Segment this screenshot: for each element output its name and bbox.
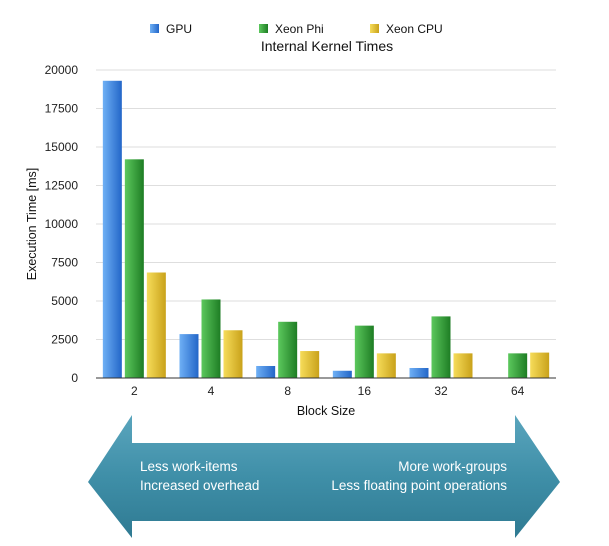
y-tick-label-15000: 15000 (45, 140, 79, 154)
legend-swatch-xeon-cpu (370, 24, 379, 33)
bar-gpu-16 (332, 370, 352, 378)
arrow-right-line-2: Less floating point operations (331, 478, 507, 493)
bars (102, 80, 550, 378)
bar-gpu-4 (179, 334, 199, 378)
legend-label-gpu: GPU (166, 22, 192, 36)
bar-xeon-phi-16 (354, 325, 374, 378)
chart-title: Internal Kernel Times (261, 38, 393, 54)
legend: GPU Xeon Phi Xeon CPU (150, 22, 443, 36)
bar-xeon-cpu-2 (146, 272, 166, 378)
bar-xeon-phi-32 (431, 316, 451, 378)
legend-swatch-xeon-phi (259, 24, 268, 33)
bar-xeon-cpu-8 (300, 351, 320, 378)
arrow-left-line-2: Increased overhead (140, 478, 259, 493)
x-tick-label-64: 64 (511, 384, 525, 398)
double-arrow: Less work-items Increased overhead More … (88, 415, 560, 538)
x-tick-label-16: 16 (358, 384, 372, 398)
bar-xeon-phi-2 (124, 159, 144, 378)
bar-xeon-phi-64 (508, 353, 528, 378)
bar-xeon-cpu-64 (530, 352, 550, 378)
legend-item-xeon-cpu: Xeon CPU (370, 22, 443, 36)
y-tick-label-12500: 12500 (45, 179, 79, 193)
arrow-left-line-1: Less work-items (140, 459, 238, 474)
bar-xeon-phi-8 (278, 321, 298, 378)
legend-swatch-gpu (150, 24, 159, 33)
bar-xeon-cpu-4 (223, 330, 243, 378)
legend-item-gpu: GPU (150, 22, 192, 36)
y-tick-label-17500: 17500 (45, 102, 79, 116)
bar-gpu-8 (256, 365, 276, 378)
y-tick-label-20000: 20000 (45, 63, 79, 77)
y-tick-label-5000: 5000 (51, 294, 78, 308)
bar-gpu-32 (409, 367, 429, 378)
double-arrow-shape (88, 415, 560, 538)
x-tick-label-8: 8 (284, 384, 291, 398)
legend-label-xeon-phi: Xeon Phi (275, 22, 324, 36)
bar-gpu-2 (102, 80, 122, 378)
bar-xeon-cpu-16 (376, 353, 396, 378)
x-axis-ticks: 2 4 8 16 32 64 (131, 384, 525, 398)
x-tick-label-2: 2 (131, 384, 138, 398)
legend-item-xeon-phi: Xeon Phi (259, 22, 324, 36)
arrow-right-line-1: More work-groups (398, 459, 507, 474)
y-tick-label-7500: 7500 (51, 256, 78, 270)
y-tick-label-0: 0 (71, 371, 78, 385)
x-axis-label: Block Size (297, 404, 355, 418)
y-axis-label: Execution Time [ms] (25, 168, 39, 281)
x-tick-label-4: 4 (208, 384, 215, 398)
y-tick-label-2500: 2500 (51, 333, 78, 347)
bar-xeon-phi-4 (201, 299, 221, 378)
y-tick-label-10000: 10000 (45, 217, 79, 231)
bar-xeon-cpu-32 (453, 353, 473, 378)
x-tick-label-32: 32 (434, 384, 448, 398)
legend-label-xeon-cpu: Xeon CPU (386, 22, 443, 36)
gridlines (96, 69, 556, 340)
y-axis-ticks: 0 2500 5000 7500 10000 12500 15000 17500 20000 (45, 63, 79, 385)
